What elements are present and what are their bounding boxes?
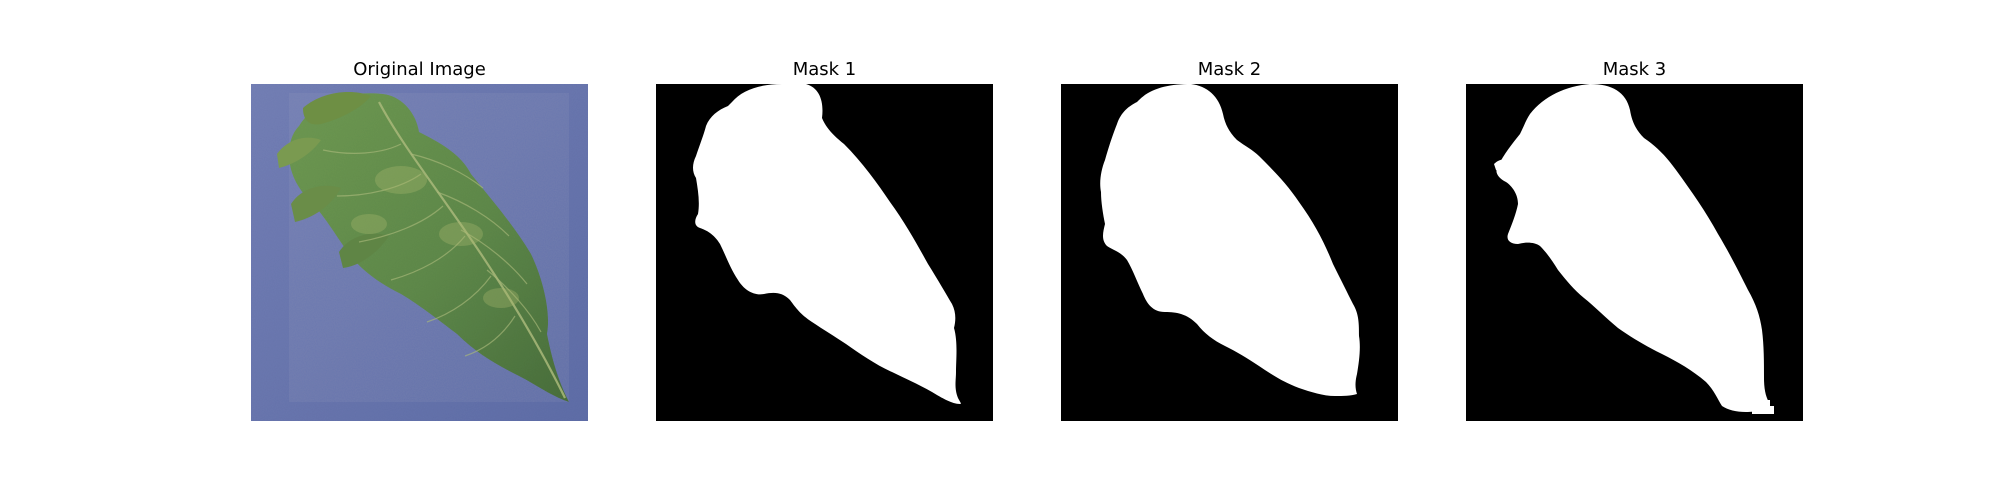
mask-3-image xyxy=(1466,84,1803,421)
panel-mask-1: Mask 1 xyxy=(656,0,993,500)
panel-title: Mask 1 xyxy=(792,59,857,80)
mask-speckles xyxy=(1494,159,1774,414)
leaf-lobe-low xyxy=(339,233,389,268)
mask-1-image xyxy=(656,84,993,421)
leaf-lobe-top xyxy=(303,92,371,125)
panel-title: Original Image xyxy=(353,59,486,80)
leaf-lobe-left xyxy=(277,137,321,168)
panel-original: Original Image xyxy=(251,0,588,500)
panel-mask-2: Mask 2 xyxy=(1061,0,1398,500)
panel-title: Mask 2 xyxy=(1197,59,1262,80)
original-leaf-image xyxy=(251,84,588,421)
leaf-lobe-mid xyxy=(291,185,341,222)
mask-foreground xyxy=(1496,84,1770,412)
leaf-spots xyxy=(351,166,519,308)
mask-foreground xyxy=(693,84,961,404)
leaf-midrib xyxy=(378,101,566,399)
mask-2-image xyxy=(1061,84,1398,421)
leaf-shape xyxy=(289,93,569,402)
panel-mask-3: Mask 3 xyxy=(1466,0,1803,500)
leaf-veins xyxy=(322,143,542,357)
mask-foreground xyxy=(1100,84,1360,396)
panel-title: Mask 3 xyxy=(1602,59,1667,80)
